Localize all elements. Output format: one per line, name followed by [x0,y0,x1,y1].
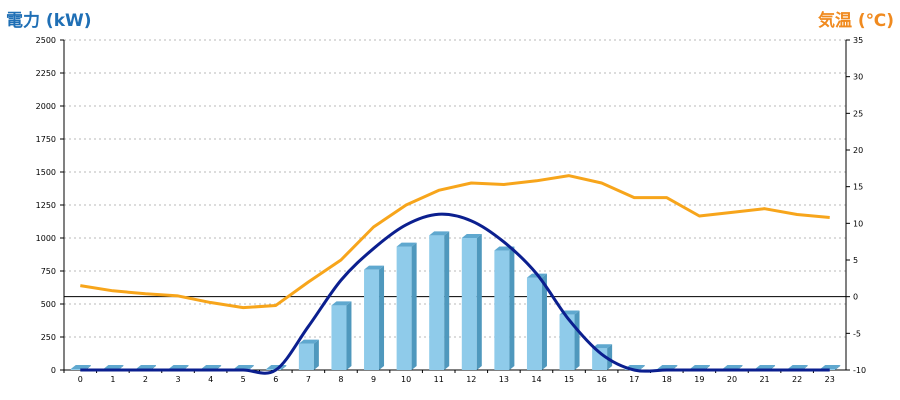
right-tick-label: 5 [853,256,858,265]
bar-side [411,242,417,370]
bar-side [444,231,450,370]
x-tick-label: 6 [273,375,278,384]
bar-side [281,365,287,370]
bar-top [689,365,710,369]
right-axis-title: 気温 (℃) [817,11,894,31]
bar [429,235,445,370]
left-tick-label: 0 [51,366,56,375]
x-tick-label: 20 [727,375,737,384]
bar-top [461,234,482,238]
left-tick-label: 1000 [36,234,56,243]
x-tick-label: 18 [662,375,672,384]
left-tick-label: 1250 [36,201,56,210]
bar-top [103,365,124,369]
left-tick-label: 750 [41,267,56,276]
left-tick-label: 500 [41,300,56,309]
right-tick-label: 25 [853,109,863,118]
bar [70,369,86,370]
left-tick-label: 250 [41,333,56,342]
x-tick-label: 0 [78,375,83,384]
x-tick-label: 15 [564,375,574,384]
x-tick-label: 3 [175,375,180,384]
bar-top [592,344,613,349]
bar [364,269,380,370]
x-tick-label: 13 [499,375,509,384]
bar [526,277,542,370]
bar-top [331,301,352,306]
bar [331,305,347,370]
x-tick-label: 4 [208,375,213,384]
x-tick-label: 21 [759,375,769,384]
right-tick-label: 10 [853,219,863,228]
bar-top [722,365,743,369]
right-tick-label: -5 [853,329,861,338]
x-tick-label: 7 [306,375,311,384]
left-tick-label: 2250 [36,69,56,78]
bar-side [639,365,645,370]
bar-side [835,365,841,370]
bar-top [657,365,678,369]
bar-side [248,365,254,370]
bar-top [298,339,319,344]
power-line [80,212,830,375]
right-tick-label: 30 [853,73,863,82]
x-tick-label: 5 [241,375,246,384]
bar [396,246,412,370]
x-tick-label: 9 [371,375,376,384]
bar [461,238,477,370]
x-tick-label: 11 [434,375,444,384]
x-tick-label: 14 [531,375,541,384]
x-tick-label: 17 [629,375,639,384]
bar-side [541,273,547,370]
right-tick-label: 35 [853,36,863,45]
right-tick-label: 15 [853,183,863,192]
bar [298,343,314,370]
bar-side [346,301,352,370]
left-axis-title: 電力 (kW) [6,11,92,31]
x-tick-label: 2 [143,375,148,384]
bar-top [820,365,841,369]
bar-top [396,242,417,247]
bar [559,314,575,370]
temperature-line [80,174,830,310]
bar-top [201,365,222,369]
x-tick-label: 23 [825,375,835,384]
bar-top [364,265,385,270]
x-tick-label: 22 [792,375,802,384]
left-tick-label: 2000 [36,102,56,111]
bar-top [787,365,808,369]
bar-top [755,365,776,369]
bar-top [168,365,189,369]
x-tick-label: 12 [466,375,476,384]
bar-side [476,234,482,370]
bar-top [429,231,450,236]
right-tick-label: -10 [853,366,866,375]
bar-top [233,365,254,369]
bar [494,250,510,370]
right-tick-label: 0 [853,293,858,302]
bar-side [509,246,515,370]
bar-top [135,365,156,369]
left-tick-label: 2500 [36,36,56,45]
bar-side [313,339,319,370]
x-tick-label: 10 [401,375,411,384]
bar-side [379,265,385,370]
bar-side [607,344,613,370]
right-tick-label: 20 [853,146,863,155]
left-tick-label: 1750 [36,135,56,144]
bar-top [70,365,91,369]
x-tick-label: 8 [338,375,343,384]
x-tick-label: 1 [110,375,115,384]
x-tick-label: 19 [694,375,704,384]
bar-side [574,310,580,370]
x-tick-label: 16 [597,375,607,384]
left-tick-label: 1500 [36,168,56,177]
